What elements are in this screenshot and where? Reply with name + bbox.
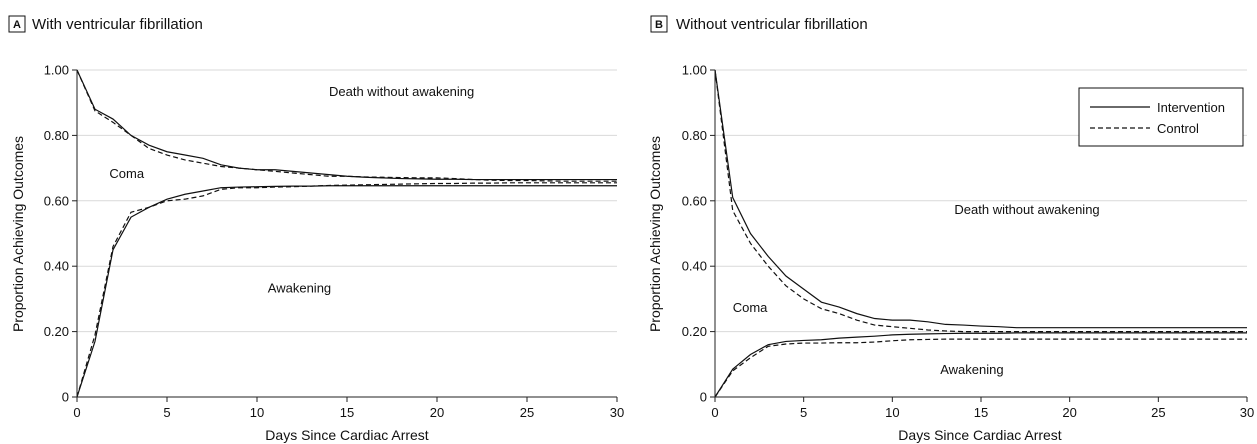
panel-a-y-tick-label: 1.00 [44,63,69,78]
panel-a-x-tick-label: 15 [340,405,354,420]
panel-b-x-tick-label: 25 [1151,405,1165,420]
panel-a-x-tick-label: 30 [610,405,624,420]
panel-a-title: With ventricular fibrillation [32,16,203,33]
panel-a-axes: 0 0.20 0.40 0.60 0.80 1.00 0 5 10 15 20 25 30 [44,63,625,421]
panel-a-x-tick-label: 5 [163,405,170,420]
panel-b-intervention-death-line [714,69,1247,329]
panel-b-y-tick-label: 0.20 [682,324,707,339]
legend-box [1078,87,1244,147]
panel-b-y-tick-label: 0.40 [682,259,707,274]
panel-a-y-tick-label: 0 [62,390,69,405]
panel-b-annotations: Death without awakening Coma Awakening [733,202,1100,377]
panel-b-x-tick-label: 0 [711,405,718,420]
panel-b-x-tick-label: 30 [1240,405,1254,420]
panel-a-control-death-line [76,69,617,182]
panel-b-control-awakening-line [714,338,1247,398]
panel-b-annotation-death-without-awakening: Death without awakening [954,202,1099,217]
legend: Intervention Control [1078,87,1244,147]
panel-b-y-tick-label: 0 [700,390,707,405]
panel-a: A With ventricular fibrillation Death wi… [8,15,625,443]
panel-a-series [76,69,617,398]
panel-b-y-tick-label: 0.60 [682,193,707,208]
legend-control-label: Control [1157,121,1199,136]
panel-a-annotation-death-without-awakening: Death without awakening [329,84,474,99]
panel-b-x-tick-label: 15 [974,405,988,420]
panel-b-series [714,69,1247,398]
panel-a-annotations: Death without awakening Coma Awakening [109,84,474,295]
panel-a-letter: A [13,19,21,31]
panel-b-header: B Without ventricular fibrillation [650,15,868,33]
panel-b-x-tick-label: 5 [800,405,807,420]
panel-a-y-tick-label: 0.80 [44,128,69,143]
panel-a-x-tick-label: 20 [430,405,444,420]
panel-a-x-tick-label: 0 [73,405,80,420]
panel-a-letter-box [8,15,26,33]
panel-a-control-awakening-line [76,182,617,398]
panel-a-y-tick-label: 0.20 [44,324,69,339]
panel-b-x-tick-label: 10 [885,405,899,420]
legend-intervention-label: Intervention [1157,100,1225,115]
panel-a-intervention-awakening-line [76,185,617,398]
panel-b: B Without ventricular fibrillation Death… [647,15,1255,443]
panel-a-y-axis-label: Proportion Achieving Outcomes [10,136,26,332]
panel-a-y-tick-label: 0.60 [44,193,69,208]
panel-b-x-axis-label: Days Since Cardiac Arrest [898,427,1062,443]
panel-a-x-tick-label: 25 [520,405,534,420]
panel-b-annotation-coma: Coma [733,300,768,315]
panel-a-header: A With ventricular fibrillation [8,15,203,33]
panel-b-title: Without ventricular fibrillation [676,16,868,33]
panel-a-annotation-coma: Coma [109,166,144,181]
panel-a-intervention-death-line [76,69,617,181]
panel-b-y-tick-label: 0.80 [682,128,707,143]
panel-b-y-tick-label: 1.00 [682,63,707,78]
panel-a-grid [77,69,617,333]
panel-b-intervention-awakening-line [714,332,1247,398]
panel-b-y-axis-label: Proportion Achieving Outcomes [647,136,663,332]
panel-a-x-tick-label: 10 [250,405,264,420]
panel-b-letter-box [650,15,668,33]
panel-a-annotation-awakening: Awakening [268,280,331,295]
panel-b-control-death-line [714,69,1247,333]
panel-b-x-tick-label: 20 [1062,405,1076,420]
panel-a-y-tick-label: 0.40 [44,259,69,274]
panel-b-annotation-awakening: Awakening [940,362,1003,377]
panel-a-x-axis-label: Days Since Cardiac Arrest [265,427,429,443]
panel-b-letter: B [655,19,663,31]
panel-b-axes: 0 0.20 0.40 0.60 0.80 1.00 0 5 10 15 20 25 30 [682,63,1255,421]
